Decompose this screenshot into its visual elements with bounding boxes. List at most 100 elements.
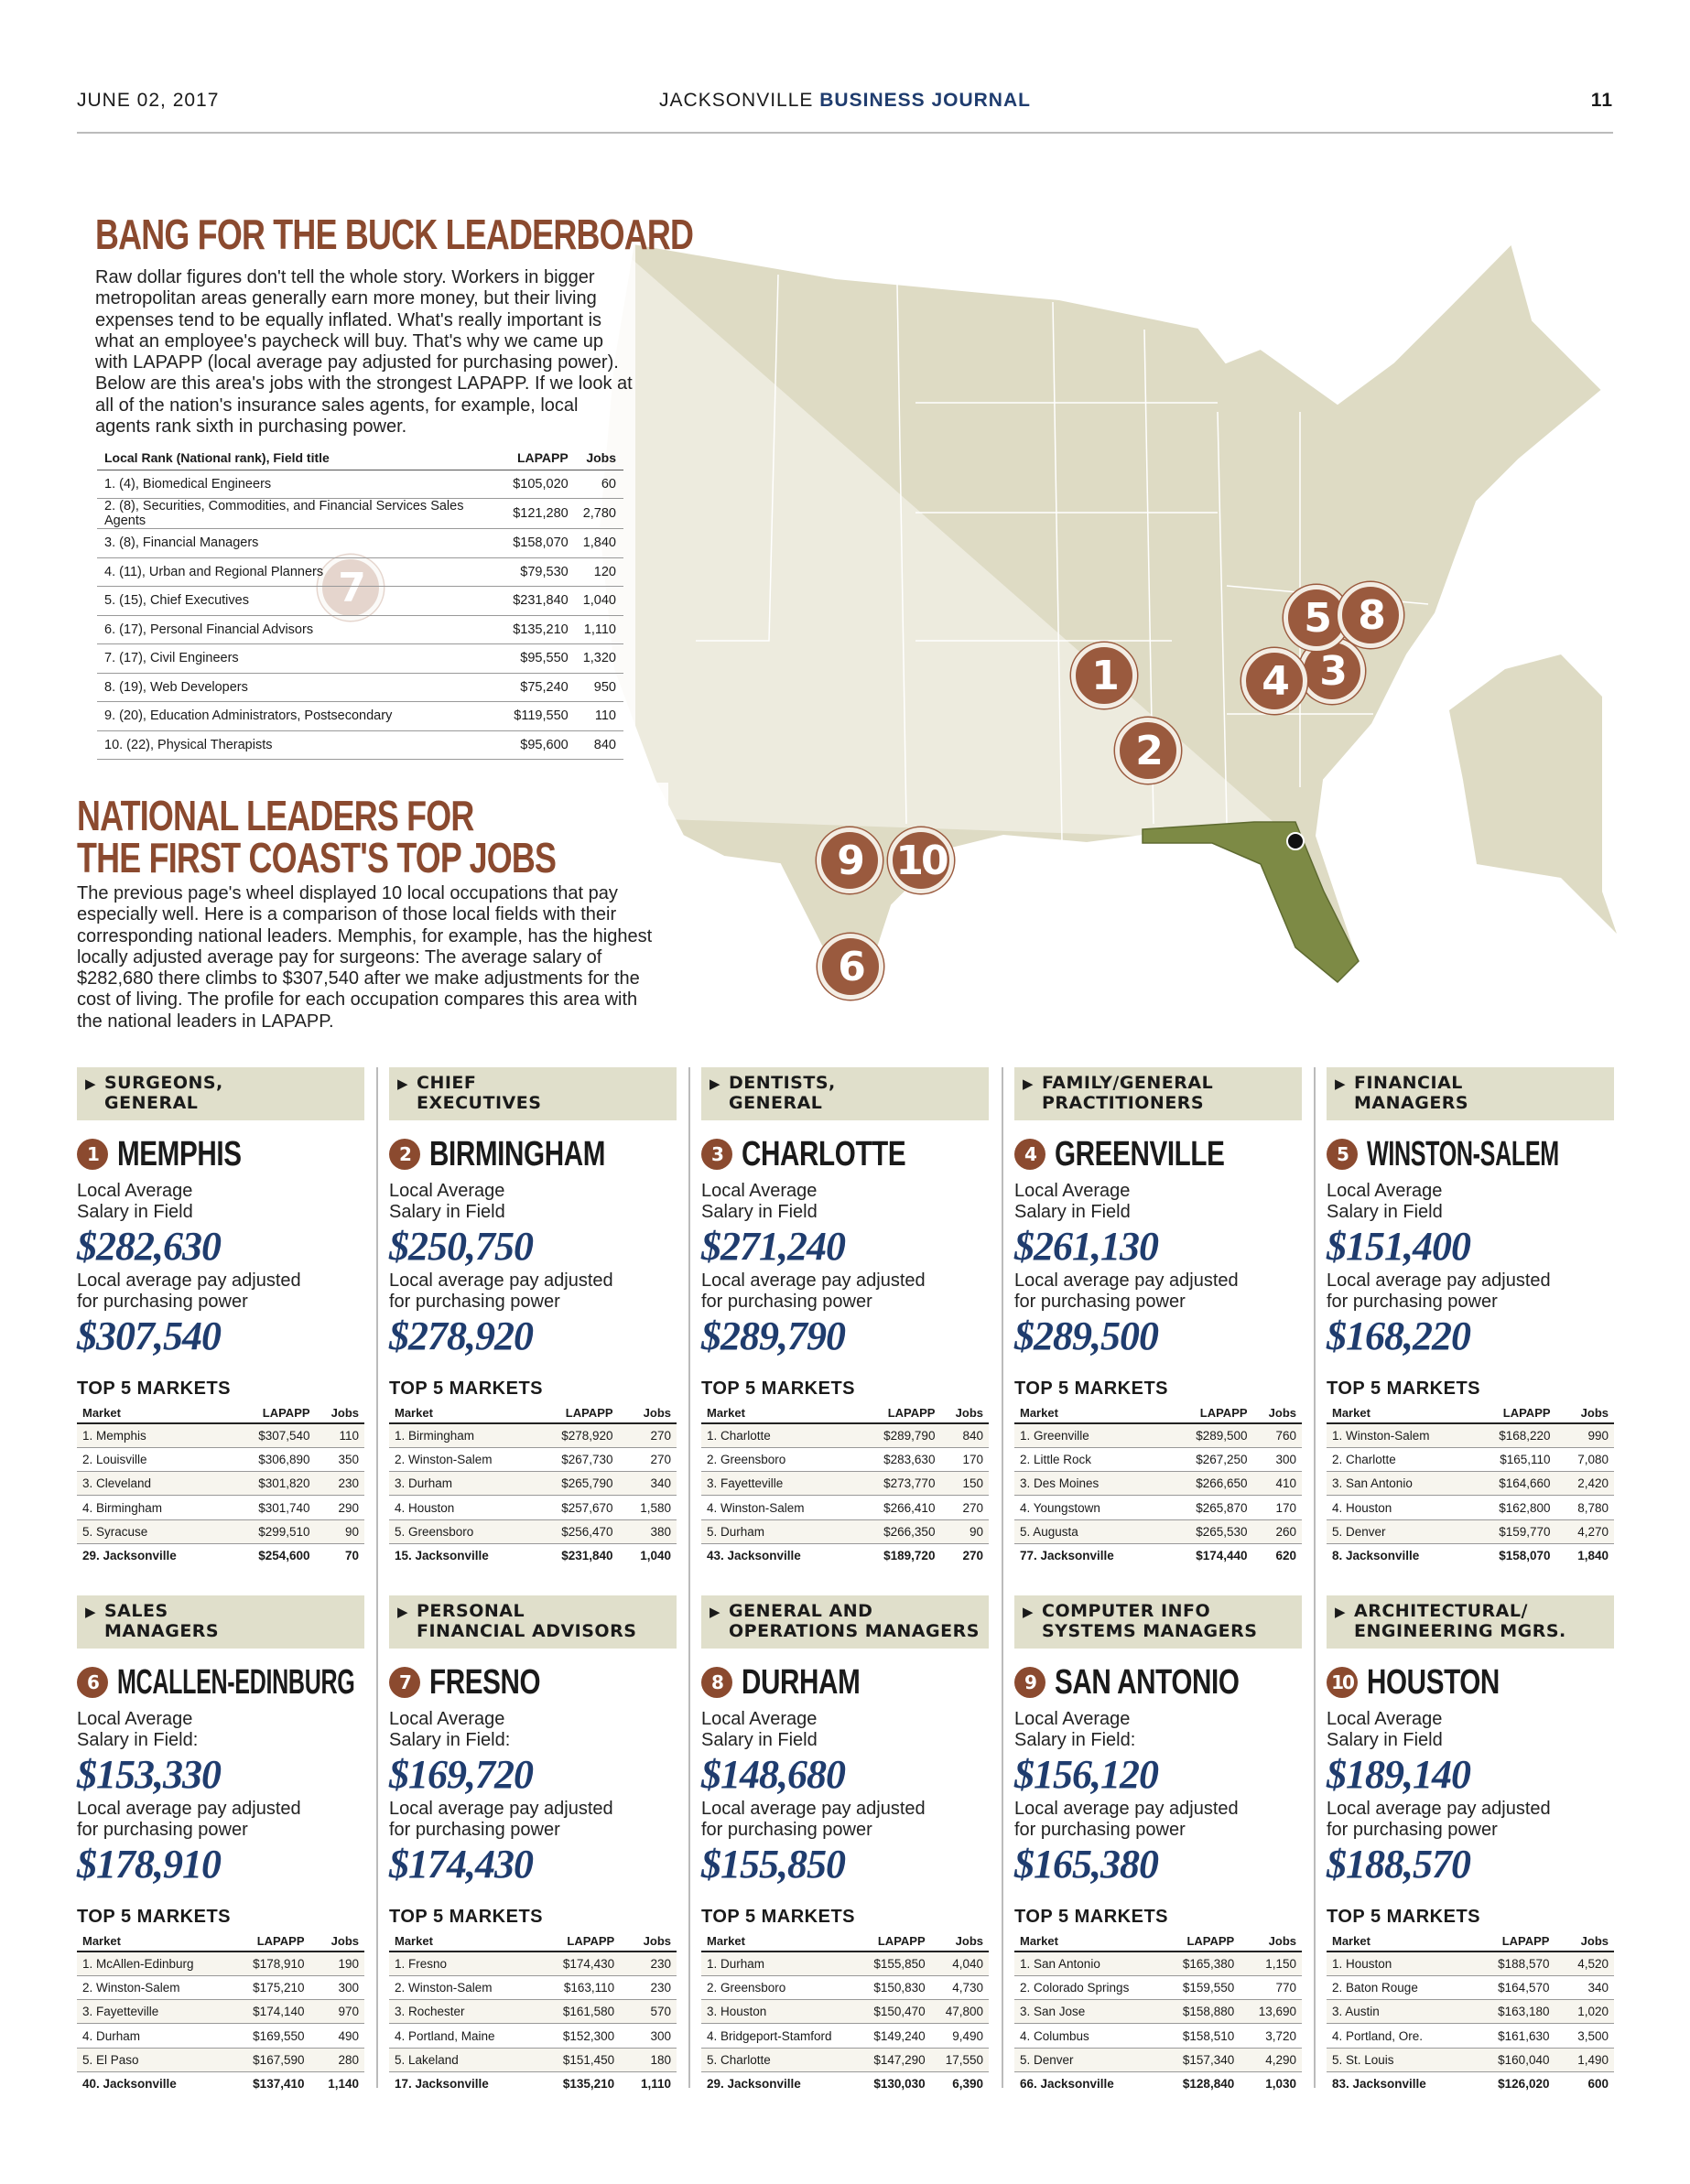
jobs-value: 1,110 (575, 615, 623, 644)
col-lapapp: LAPAPP (534, 1931, 621, 1952)
adjusted-label: Local average pay adjusted for purchasing… (77, 1799, 364, 1841)
jobs-value: 230 (620, 1975, 677, 2001)
market-name: 2. Louisville (77, 1447, 224, 1473)
jobs-value: 270 (618, 1423, 677, 1448)
table-row: 4. Birmingham $301,740 290 (77, 1495, 364, 1520)
table-row: 8. (19), Web Developers $75,240 950 (97, 673, 623, 702)
table-row: 5. Greensboro $256,470 380 (389, 1519, 677, 1544)
table-row: 1. Durham $155,850 4,040 (701, 1952, 989, 1976)
rank-badge: 10 (1327, 1667, 1358, 1698)
city-name: GREENVILLE (1055, 1134, 1225, 1173)
market-name: 4. Portland, Ore. (1327, 2023, 1468, 2049)
salary-label-line2: Salary in Field: (77, 1730, 199, 1750)
occupation-category: ▶ ARCHITECTURAL/ENGINEERING MGRS. (1327, 1595, 1614, 1649)
jobs-value: 840 (575, 730, 623, 760)
occupation-category: ▶ FINANCIAL MANAGERS (1327, 1067, 1614, 1120)
market-name: 4. Houston (1327, 1495, 1469, 1520)
market-name: 1. San Antonio (1014, 1952, 1161, 1976)
table-row: 2. Charlotte $165,110 7,080 (1327, 1447, 1614, 1473)
jobs-value: 280 (309, 2048, 364, 2072)
top5-table: Market LAPAPP Jobs 1. Durham $155,850 4,040 2.… (701, 1931, 989, 2096)
top5-heading: TOP 5 MARKETS (389, 1907, 544, 1927)
jobs-value: 1,840 (1555, 1543, 1614, 1568)
occupation-card: ▶ FAMILY/GENERAL PRACTITIONERS 4 GREENVILLE… (1014, 1067, 1302, 1568)
jobs-value: 170 (940, 1447, 989, 1473)
salary-label: Local Average Salary in Field (1327, 1709, 1614, 1751)
lapapp-value: $231,840 (505, 586, 576, 616)
city-name: FRESNO (429, 1662, 541, 1702)
lapapp-value: $165,380 (1160, 1952, 1240, 1976)
market-name: 3. Durham (389, 1471, 532, 1497)
table-row: 2. Winston-Salem $175,210 300 (77, 1975, 364, 2001)
adjusted-salary: $289,500 (1014, 1314, 1159, 1358)
lapapp-value: $167,590 (228, 2048, 310, 2072)
market-name: 5. El Paso (77, 2048, 229, 2072)
lapapp-value: $159,550 (1160, 1975, 1240, 2001)
col-market: Market (389, 1403, 532, 1424)
local-average-salary: $169,720 (389, 1752, 534, 1797)
city-name: MCALLEN-EDINBURG (117, 1662, 355, 1702)
market-name: 2. Charlotte (1327, 1447, 1469, 1473)
market-name: 17. Jacksonville (389, 2071, 535, 2096)
jobs-value: 9,490 (930, 2023, 989, 2049)
col-market: Market (389, 1931, 535, 1952)
market-name: 5. St. Louis (1327, 2048, 1468, 2072)
occupation-category: ▶ CHIEF EXECUTIVES (389, 1067, 677, 1120)
map-marker-9: 9 (817, 827, 883, 893)
field-title: 9. (20), Education Administrators, Posts… (97, 701, 506, 731)
category-line1: COMPUTER INFO (1042, 1601, 1211, 1621)
table-header: Market LAPAPP Jobs (1014, 1931, 1302, 1952)
triangle-right-icon: ▶ (1023, 1076, 1035, 1092)
table-row: 1. Greenville $289,500 760 (1014, 1423, 1302, 1448)
jobs-value: 2,420 (1555, 1471, 1614, 1497)
table-row: 2. Louisville $306,890 350 (77, 1447, 364, 1473)
jobs-value: 110 (315, 1423, 364, 1448)
salary-label: Local Average Salary in Field: (389, 1709, 677, 1751)
market-name: 5. Denver (1014, 2048, 1161, 2072)
salary-label-line1: Local Average (1327, 1181, 1443, 1201)
adjusted-label-line2: for purchasing power (701, 1292, 872, 1312)
col-jobs: Jobs (620, 1931, 677, 1952)
jobs-value: 47,800 (930, 1999, 989, 2025)
city-name: SAN ANTONIO (1055, 1662, 1240, 1702)
local-average-salary: $271,240 (701, 1224, 846, 1269)
top-city: 5 WINSTON-SALEM (1327, 1133, 1614, 1175)
market-name: 1. Winston-Salem (1327, 1423, 1469, 1448)
market-name: 2. Greensboro (701, 1447, 850, 1473)
category-line1: PERSONAL (417, 1601, 525, 1621)
salary-label-line2: Salary in Field (701, 1730, 818, 1750)
column-divider (688, 1067, 690, 2088)
market-name: 83. Jacksonville (1327, 2071, 1468, 2096)
lapapp-value: $160,040 (1467, 2048, 1555, 2072)
jobs-value: 1,490 (1555, 2048, 1614, 2072)
col-jobs: Jobs (618, 1403, 677, 1424)
lapapp-value: $306,890 (223, 1447, 316, 1473)
lapapp-value: $231,840 (531, 1543, 619, 1568)
adjusted-label-line1: Local average pay adjusted (1014, 1270, 1239, 1291)
table-header: Market LAPAPP Jobs (701, 1931, 989, 1952)
rank-badge: 6 (77, 1667, 108, 1698)
table-header: Market LAPAPP Jobs (701, 1403, 989, 1424)
occupation-category: ▶ PERSONAL FINANCIAL ADVISORS (389, 1595, 677, 1649)
col-lapapp: LAPAPP (505, 446, 576, 470)
lapapp-value: $75,240 (505, 673, 576, 702)
category-line1: FINANCIAL (1354, 1073, 1463, 1093)
table-row: 2. Winston-Salem $163,110 230 (389, 1975, 677, 2001)
market-name: 4. Youngstown (1014, 1495, 1162, 1520)
market-name: 3. Houston (701, 1999, 857, 2025)
jobs-value: 1,150 (1240, 1952, 1302, 1976)
jobs-value: 620 (1252, 1543, 1302, 1568)
jobs-value: 1,840 (575, 528, 623, 558)
table-row: 4. Houston $162,800 8,780 (1327, 1495, 1614, 1520)
lapapp-value: $265,530 (1161, 1519, 1253, 1544)
publication-name-light: JACKSONVILLE (659, 90, 820, 111)
category-line1: SURGEONS, (104, 1073, 223, 1093)
category-line1: GENERAL AND (729, 1601, 873, 1621)
issue-date: JUNE 02, 2017 (77, 90, 220, 111)
table-row: 2. Winston-Salem $267,730 270 (389, 1447, 677, 1473)
jobs-value: 110 (575, 701, 623, 731)
salary-label: Local Average Salary in Field (1327, 1181, 1614, 1223)
market-name: 4. Birmingham (77, 1495, 224, 1520)
table-row: 7. (17), Civil Engineers $95,550 1,320 (97, 643, 623, 674)
market-name: 4. Portland, Maine (389, 2023, 535, 2049)
